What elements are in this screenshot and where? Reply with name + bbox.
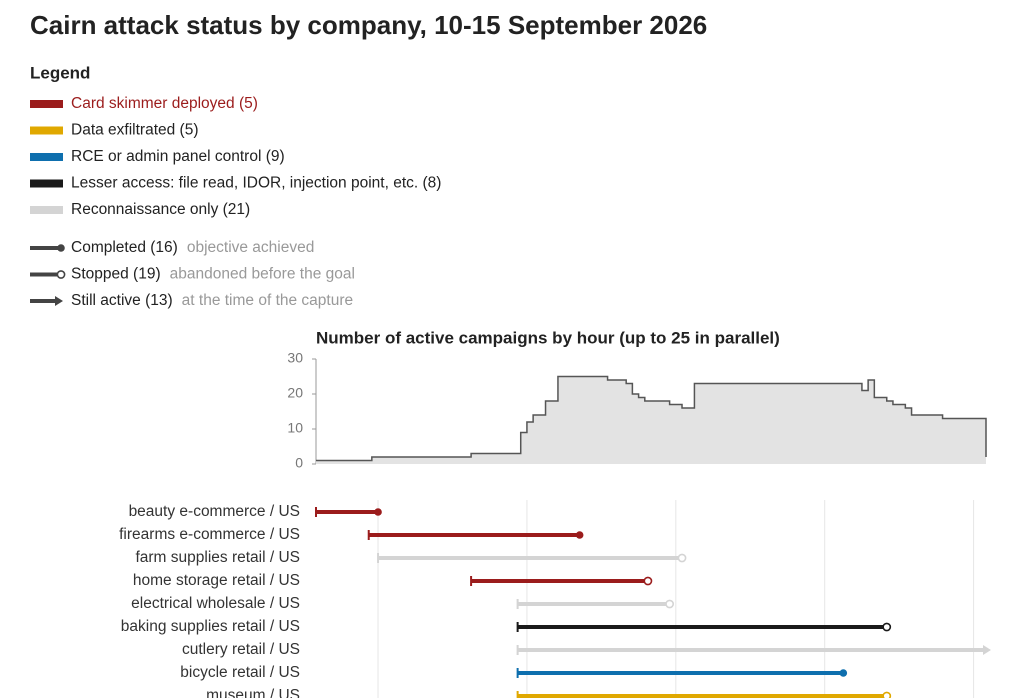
legend-swatch [30,100,63,108]
page-title: Cairn attack status by company, 10-15 Se… [30,10,707,40]
row-label: electrical wholesale / US [131,595,300,612]
area [316,376,986,464]
end-marker [374,508,382,516]
end-marker [882,622,892,632]
row-label: beauty e-commerce / US [129,503,300,520]
y-tick-label: 0 [295,455,303,471]
end-marker [575,531,584,539]
area-title: Number of active campaigns by hour (up t… [316,328,780,347]
legend-label: Reconnaissance only (21) [71,201,250,218]
end-marker [55,296,63,306]
row-label: bicycle retail / US [180,664,300,681]
legend-swatch [30,206,63,214]
end-marker [56,270,66,279]
y-tick-label: 30 [287,350,303,366]
legend-note: at the time of the capture [182,292,353,309]
end-marker [983,645,991,655]
legend-swatch [30,126,63,135]
row-label: firearms e-commerce / US [119,526,300,543]
step-line [316,375,987,462]
legend-label: Lesser access: file read, IDOR, injectio… [71,175,441,192]
y-tick-label: 10 [287,420,303,436]
legend-label: Data exfiltrated (5) [71,122,199,139]
legend-label: Card skimmer deployed (5) [71,95,258,112]
row-label: museum / US [206,687,300,698]
end-marker [677,553,687,563]
legend-label: RCE or admin panel control (9) [71,148,285,165]
legend-title: Legend [30,63,90,82]
row-label: baking supplies retail / US [121,618,300,635]
end-marker [882,691,892,698]
row-label: home storage retail / US [133,572,300,589]
legend-label: Completed (16) [71,239,178,256]
legend-label: Stopped (19) [71,266,161,283]
end-marker [643,576,653,586]
legend-note: abandoned before the goal [170,266,355,283]
row-label: cutlery retail / US [182,641,300,658]
legend-label: Still active (13) [71,292,173,309]
legend-swatch [30,179,63,188]
legend-note: objective achieved [187,239,315,256]
end-marker [665,599,675,609]
end-marker [839,669,848,677]
end-marker [57,244,65,252]
row-label: farm supplies retail / US [135,549,300,566]
y-tick-label: 20 [287,385,303,401]
legend-swatch [30,153,63,161]
